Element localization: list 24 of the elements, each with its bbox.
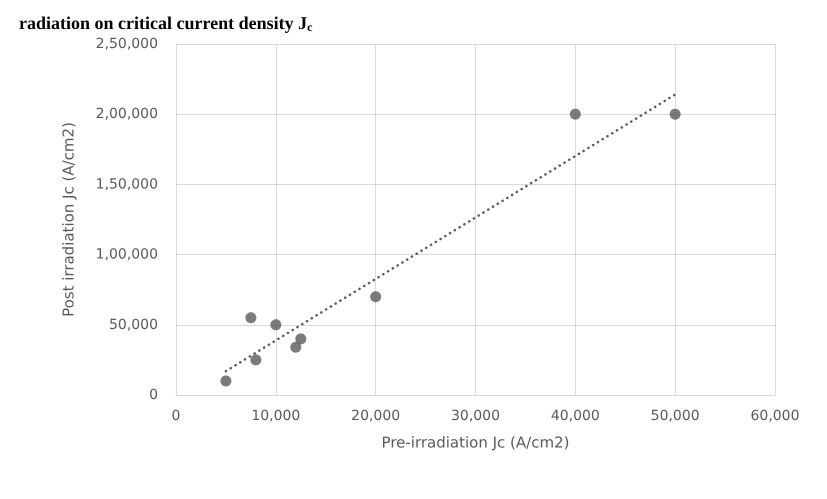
point [295, 333, 306, 344]
x-tick-label: 30,000 [451, 408, 500, 424]
point [245, 312, 256, 324]
y-tick-label: 0 [149, 387, 158, 403]
x-tick-label: 40,000 [550, 408, 600, 424]
y-tick-label: 1,50,000 [96, 176, 158, 192]
x-tick-label: 0 [172, 408, 180, 424]
x-axis-title: Pre-irradiation Jc (A/cm2) [382, 434, 570, 452]
point [670, 108, 681, 120]
point [220, 375, 232, 386]
y-tick-label: 2,50,000 [96, 36, 158, 52]
point [570, 108, 581, 120]
point [250, 354, 262, 366]
y-tick-label: 50,000 [109, 316, 158, 333]
x-tick-label: 10,000 [251, 408, 300, 424]
y-tick-label: 1,00,000 [96, 246, 158, 263]
x-tick-label: 20,000 [351, 408, 400, 424]
point [370, 291, 382, 302]
x-tick-label: 50,000 [650, 408, 700, 424]
point [270, 319, 282, 330]
y-axis-title: Post irradiation Jc (A/cm2) [60, 122, 78, 317]
y-tick-label: 2,00,000 [96, 106, 158, 122]
point [290, 342, 302, 353]
x-tick-label: 60,000 [750, 408, 800, 424]
